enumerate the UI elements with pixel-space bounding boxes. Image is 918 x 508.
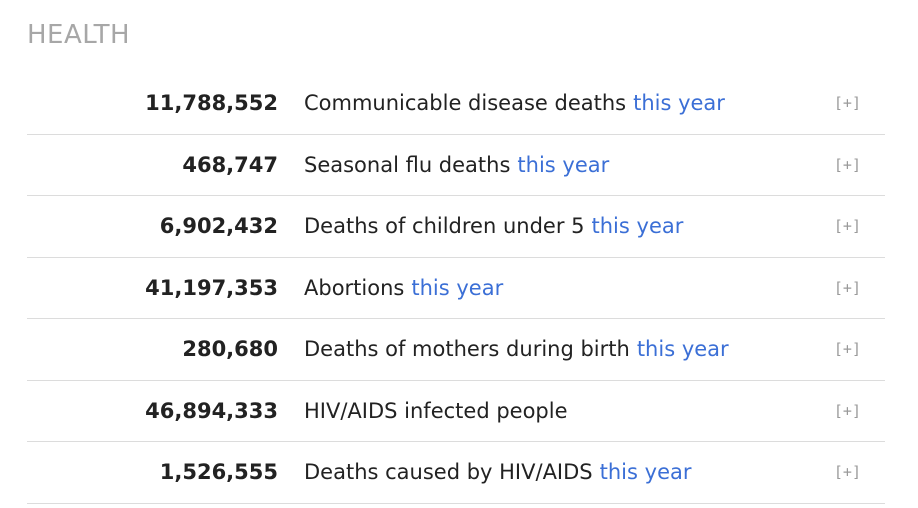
stat-label-text: Communicable disease deaths (304, 91, 627, 116)
stat-row: 46,894,333 HIV/AIDS infected people [+] (27, 381, 885, 442)
stat-row: 1,526,555 Deaths caused by HIV/AIDS this… (27, 442, 885, 504)
expand-button[interactable]: [+] (833, 217, 861, 236)
stat-label-text: Seasonal flu deaths (304, 152, 511, 177)
stat-count: 46,894,333 (145, 398, 278, 423)
stat-label-text: Deaths of children under 5 (304, 214, 585, 239)
this-year-link[interactable]: this year (633, 91, 725, 116)
stat-label: Deaths caused by HIV/AIDS this year (304, 442, 692, 503)
stat-label-text: Abortions (304, 275, 405, 300)
this-year-link[interactable]: this year (636, 337, 729, 362)
stat-count: 280,680 (182, 337, 278, 362)
stat-count: 41,197,353 (145, 275, 278, 300)
stat-row: 6,902,432 Deaths of children under 5 thi… (27, 196, 885, 258)
stat-label: HIV/AIDS infected people (304, 381, 568, 442)
stat-count: 1,526,555 (159, 460, 278, 485)
expand-button[interactable]: [+] (833, 278, 861, 297)
expand-button[interactable]: [+] (833, 340, 861, 359)
stat-label-text: HIV/AIDS infected people (304, 398, 568, 423)
stat-label: Seasonal flu deaths this year (304, 135, 609, 196)
expand-button[interactable]: [+] (833, 463, 861, 482)
this-year-link[interactable]: this year (411, 275, 504, 300)
this-year-link[interactable]: this year (591, 214, 684, 239)
stat-label-text: Deaths of mothers during birth (304, 337, 630, 362)
stat-label-text: Deaths caused by HIV/AIDS (304, 460, 593, 485)
health-stats-list: 11,788,552 Communicable disease deaths t… (27, 73, 885, 504)
this-year-link[interactable]: this year (599, 460, 692, 485)
this-year-link[interactable]: this year (517, 152, 610, 177)
stat-count: 6,902,432 (159, 214, 278, 239)
stat-label: Abortions this year (304, 258, 503, 319)
stat-count: 468,747 (182, 152, 278, 177)
stat-label: Communicable disease deaths this year (304, 73, 725, 134)
stat-label: Deaths of mothers during birth this year (304, 319, 729, 380)
stat-row: 468,747 Seasonal flu deaths this year [+… (27, 135, 885, 196)
stat-row: 11,788,552 Communicable disease deaths t… (27, 73, 885, 135)
expand-button[interactable]: [+] (833, 401, 861, 420)
stat-label: Deaths of children under 5 this year (304, 196, 683, 257)
expand-button[interactable]: [+] (833, 155, 861, 174)
stat-row: 280,680 Deaths of mothers during birth t… (27, 319, 885, 381)
stat-row: 41,197,353 Abortions this year [+] (27, 258, 885, 319)
expand-button[interactable]: [+] (833, 94, 861, 113)
section-title: HEALTH (27, 20, 131, 50)
stat-count: 11,788,552 (145, 91, 278, 116)
